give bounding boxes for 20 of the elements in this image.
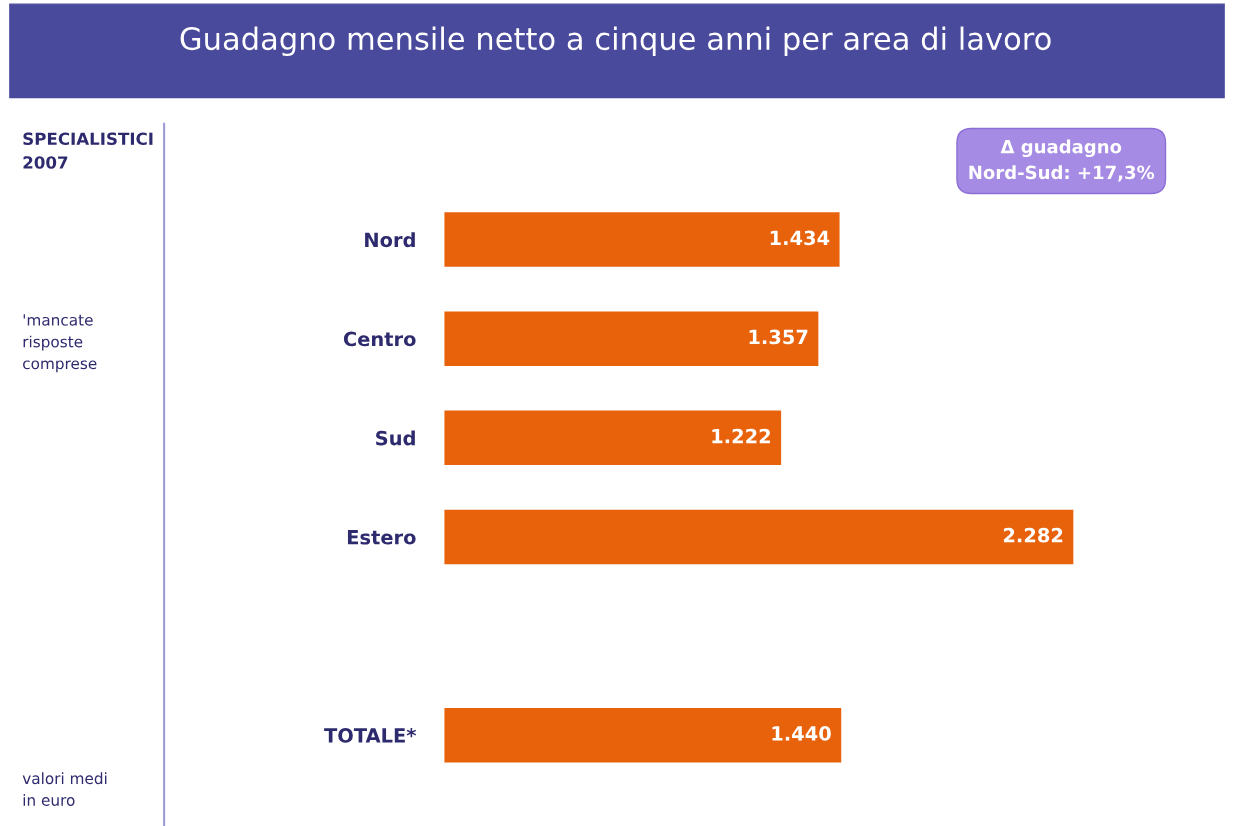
y-tick-label: Estero bbox=[347, 530, 416, 545]
y-tick-label: Centro bbox=[343, 331, 416, 347]
data-label: 1.222 bbox=[712, 428, 770, 444]
bar bbox=[444, 410, 782, 466]
y-tick-label: Nord bbox=[365, 232, 415, 248]
text: 'mancate risposte comprese bbox=[23, 314, 97, 373]
bar bbox=[444, 707, 842, 763]
y-tick-label: TOTALE* bbox=[324, 728, 417, 743]
bar bbox=[444, 212, 840, 267]
bar bbox=[444, 311, 819, 366]
text: valori medi in euro bbox=[22, 772, 107, 806]
data-label: 1.434 bbox=[770, 230, 830, 246]
chart-title: Guadagno mensile netto a cinque anni per area di lavoro bbox=[180, 26, 1051, 57]
text: SPECIALISTICI 2007 bbox=[23, 132, 153, 169]
bar bbox=[444, 509, 1074, 565]
y-tick-label: Sud bbox=[376, 430, 415, 446]
data-label: 1.440 bbox=[772, 726, 831, 741]
data-label: 2.282 bbox=[1003, 527, 1063, 543]
data-label: 1.357 bbox=[749, 329, 808, 345]
text: Δ guadagno Nord-Sud: +17,3% bbox=[969, 139, 1155, 182]
